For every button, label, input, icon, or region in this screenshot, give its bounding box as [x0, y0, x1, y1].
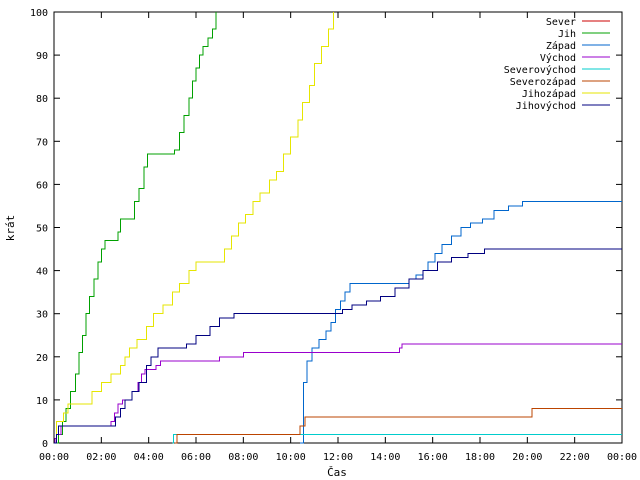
series-line-5: [174, 408, 622, 444]
chart-legend: SeverJihZápadVýchodSeverovýchodSeverozáp…: [504, 17, 610, 112]
x-tick-label: 12:00: [323, 452, 353, 463]
series-line-2: [300, 201, 622, 444]
legend-label: Severozápad: [510, 76, 576, 88]
y-axis-title: krát: [4, 215, 17, 242]
x-tick-label: 22:00: [560, 452, 590, 463]
legend-label: Východ: [540, 52, 576, 64]
series-line-4: [172, 433, 622, 444]
legend-label: Sever: [546, 17, 576, 28]
series-line-6: [54, 12, 334, 444]
legend-label: Jihovýchod: [516, 100, 576, 112]
x-tick-label: 00:00: [39, 452, 69, 463]
x-tick-label: 10:00: [276, 452, 306, 463]
chart-axes: 0 10 20 30 40 50 60 70 80 90 100 00:00 02:00 04:00 06:…: [30, 8, 637, 463]
y-tick-label: 90: [36, 51, 48, 62]
legend-label: Severovýchod: [504, 64, 576, 76]
x-tick-label: 20:00: [512, 452, 542, 463]
x-tick-label: 18:00: [465, 452, 495, 463]
x-tick-label: 00:00: [607, 452, 637, 463]
y-tick-label: 100: [30, 8, 48, 19]
y-tick-label: 10: [36, 396, 48, 407]
x-tick-label: 14:00: [370, 452, 400, 463]
y-tick-label: 80: [36, 94, 48, 105]
x-tick-label: 02:00: [86, 452, 116, 463]
y-tick-label: 70: [36, 137, 48, 148]
x-tick-label: 06:00: [181, 452, 211, 463]
series-line-3: [54, 343, 622, 444]
series-line-7: [54, 248, 622, 444]
legend-label: Západ: [546, 40, 576, 52]
series-layer: [54, 12, 622, 444]
y-tick-label: 60: [36, 180, 48, 191]
x-tick-label: 08:00: [228, 452, 258, 463]
legend-label: Jihozápad: [522, 88, 576, 100]
series-line-1: [54, 12, 217, 444]
y-tick-label: 50: [36, 224, 48, 235]
x-tick-label: 04:00: [134, 452, 164, 463]
x-tick-label: 16:00: [418, 452, 448, 463]
legend-label: Jih: [558, 29, 576, 40]
y-tick-label: 40: [36, 267, 48, 278]
y-tick-label: 20: [36, 353, 48, 364]
y-tick-label: 0: [42, 439, 48, 450]
x-axis-title: Čas: [327, 466, 347, 479]
y-tick-label: 30: [36, 310, 48, 321]
